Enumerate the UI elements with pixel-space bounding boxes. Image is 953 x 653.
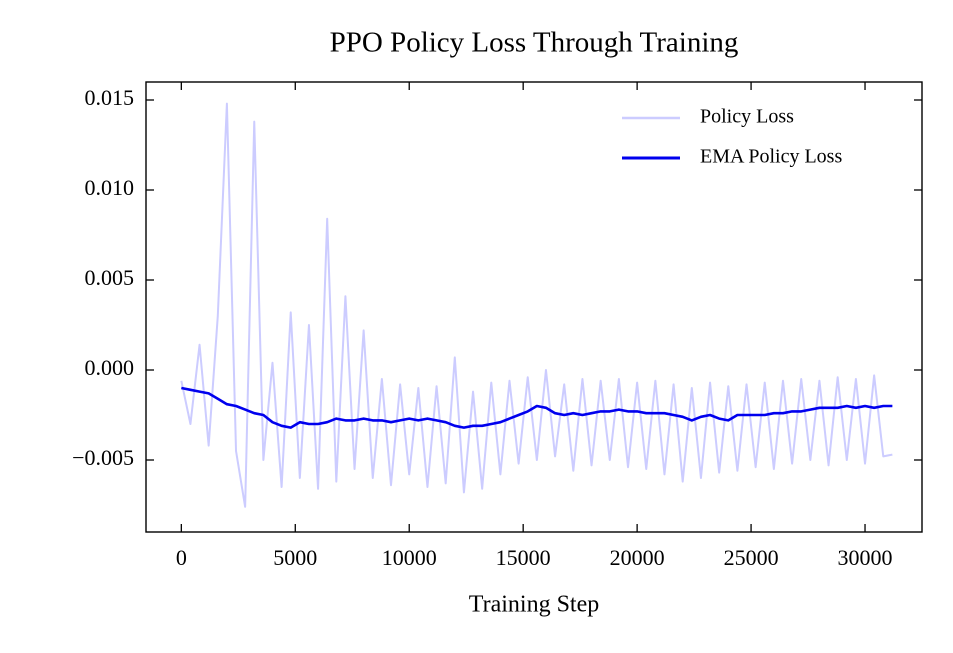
legend-label: EMA Policy Loss xyxy=(700,146,842,168)
x-tick-label: 30000 xyxy=(838,545,893,570)
legend-label: Policy Loss xyxy=(700,106,794,128)
y-tick-label: 0.015 xyxy=(85,85,135,110)
x-tick-label: 10000 xyxy=(382,545,437,570)
y-tick-label: 0.000 xyxy=(85,355,135,380)
series-line xyxy=(180,102,893,508)
y-tick-label: 0.010 xyxy=(85,175,135,200)
chart-title: PPO Policy Loss Through Training xyxy=(330,27,739,59)
x-tick-label: 5000 xyxy=(273,545,317,570)
x-tick-label: 15000 xyxy=(496,545,551,570)
x-axis-label: Training Step xyxy=(469,592,599,618)
y-tick-label: 0.005 xyxy=(85,265,135,290)
x-tick-label: 0 xyxy=(176,545,187,570)
plot-frame xyxy=(145,81,923,533)
y-tick-label: −0.005 xyxy=(72,445,134,470)
x-tick-label: 25000 xyxy=(724,545,779,570)
series-line xyxy=(181,386,893,429)
x-tick-label: 20000 xyxy=(610,545,665,570)
